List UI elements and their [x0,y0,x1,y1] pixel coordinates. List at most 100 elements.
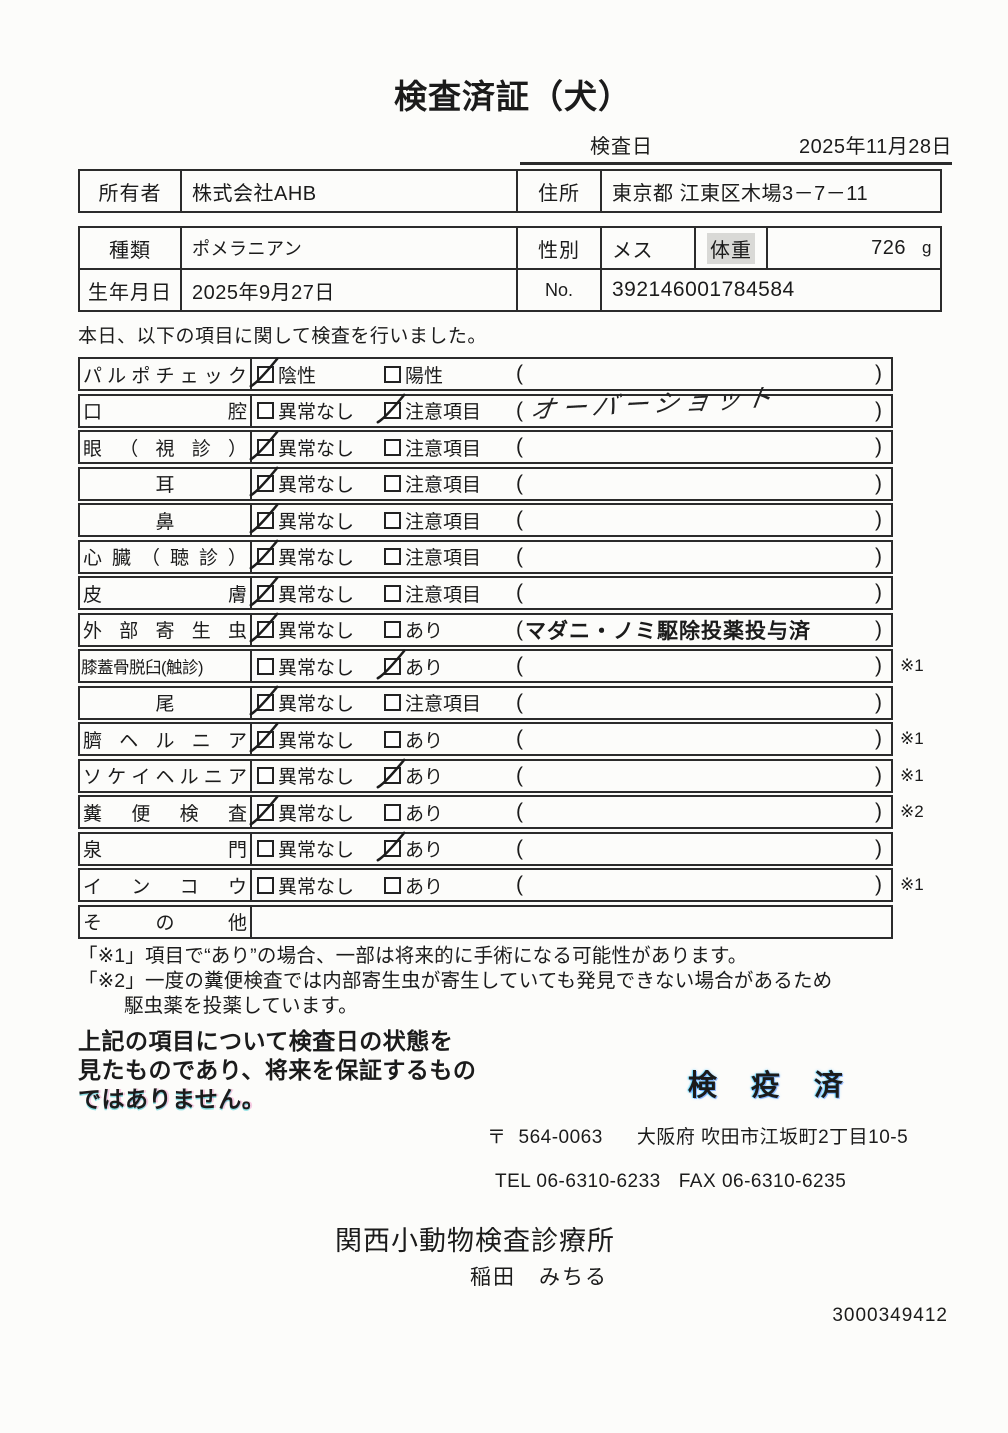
option-2: あり [376,649,516,680]
checklist-row-box: 口腔 異常なし 注意項目 ( オーバーショット ) [78,384,893,428]
close-paren: ) [875,544,882,568]
checklist-row-content: 異常なし 注意項目 ( ) [249,539,891,572]
checkbox [249,503,279,533]
open-paren: ( [516,471,523,495]
remarks-field: ( ) [516,362,891,386]
checklist-row-content: 異常なし 注意項目 ( オーバーショット ) [252,384,891,426]
clinic-phone-line: TEL 06-6310-6233 FAX 06-6310-6235 [495,1171,948,1193]
remarks-field: ( ) [516,800,891,824]
checklist-row: 臍ヘルニア 異常なし あり ( ) [78,722,948,756]
close-paren: ) [875,398,882,422]
checklist-row: 外部寄生虫 異常なし あり ( マダニ・ノミ駆除投薬投与済 ) [78,612,948,647]
checklist-row: 耳 異常なし 注意項目 ( ) [78,466,948,501]
checklist-row: 眼（視診） 異常なし 注意項目 ( ) [78,430,948,464]
option-1: 異常なし [257,835,384,862]
number-value: 392146001784584 [612,278,795,301]
checklist-item-label: 耳 [80,468,252,499]
remarks-field: ( ) [516,727,891,751]
birth-label: 生年月日 [80,270,182,310]
option-1-label: 異常なし [278,584,355,606]
open-paren: ( [516,581,523,604]
option-1-label: 陰性 [278,365,317,387]
footnote-marker [893,467,948,501]
checklist-row: パルポチェック 陰性 陽性 ( ) [78,357,948,391]
checklist-row-content: 異常なし あり ( ) [252,831,891,864]
close-paren: ) [875,508,882,531]
number-label: No. [518,270,602,310]
checklist-item-label: 鼻 [80,505,252,535]
checkbox [384,730,401,748]
tel-label: TEL [495,1170,531,1192]
checklist-row-box: 耳 異常なし 注意項目 ( ) [78,466,893,501]
checklist-row-box: 眼（視診） 異常なし 注意項目 ( ) [78,430,893,464]
open-paren: ( [516,836,523,860]
handwritten-check-icon [249,685,279,716]
option-2-label: 陽性 [405,365,444,387]
open-paren: ( [516,800,523,823]
open-paren: ( [516,654,523,677]
checkbox [249,357,279,387]
checklist-row-box: パルポチェック 陰性 陽性 ( ) [78,357,893,391]
checklist-row-box: 心臓（聴診） 異常なし 注意項目 ( ) [78,539,893,574]
checkbox [384,511,401,529]
close-paren: ) [875,362,882,385]
checklist-row: 糞便検査 異常なし あり ( ) [78,795,948,829]
open-paren: ( [516,544,523,568]
open-paren: ( [516,362,523,385]
footnote-marker: ※1 [900,875,924,894]
checklist-item-label: 口腔 [80,395,252,426]
footnote-marker [893,686,948,720]
checkbox [376,649,406,679]
statement-line-3: ではありません。 [78,1085,266,1112]
inspection-date-label: 検査日 [590,136,653,158]
handwritten-check-icon [249,612,279,643]
option-2: あり [376,831,516,862]
inspection-date-value: 2025年11月28日 [799,136,952,158]
option-1: 異常なし [249,503,384,534]
open-paren: ( [516,508,523,531]
checkbox [249,685,279,716]
weight-label: 体重 [696,228,768,268]
open-paren: ( [516,873,523,896]
checklist-item-label: パルポチェック [80,359,252,389]
checklist-row: 尾 異常なし 注意項目 ( ) [78,685,948,720]
option-2-label: あり [405,767,444,788]
option-2: あり [384,726,516,753]
checkbox [376,393,406,424]
checkbox [257,657,274,675]
footnote-marker: ※2 [900,802,924,821]
footnote-marker [893,613,948,647]
checkbox [249,576,279,606]
checkbox [249,795,279,825]
fax-number: 06-6310-6235 [721,1170,847,1192]
checklist-row-content: 異常なし あり ( ) [252,649,891,681]
statement-line-1: 上記の項目について検査日の状態を [78,1027,454,1054]
checkbox [249,722,279,752]
footnote-marker [893,905,948,939]
handwritten-check-icon [249,466,279,497]
handwritten-check-icon [249,795,279,825]
handwritten-check-icon [249,722,279,752]
intro-text: 本日、以下の項目に関して検査を行いました。 [78,326,487,347]
option-1: 異常なし [249,722,384,753]
checklist-row: 鼻 異常なし 注意項目 ( ) [78,503,948,537]
checklist-row: 口腔 異常なし 注意項目 ( オーバーショット ) [78,384,948,428]
checklist-item-label: その他 [80,906,252,937]
weight-value: 726 g [768,228,940,268]
handwritten-check-icon [249,539,279,570]
clinic-address-line: 〒 564-0063 大阪府 吹田市江坂町2丁目10-5 [487,1122,948,1149]
checklist-item-label: インコウ [80,870,252,900]
owner-label: 所有者 [80,171,182,211]
option-1-label: 異常なし [278,803,355,825]
option-1-label: 異常なし [278,840,355,861]
option-1: 異常なし [249,685,384,716]
checkbox [249,539,279,570]
footnote-2: 「※2」一度の糞便検査では内部寄生虫が寄生していても発見できない場合があるため [78,969,833,992]
option-1-label: 異常なし [278,511,355,533]
pet-info-box: 種類 ポメラニアン 性別 メス 体重 726 g 生年月日 2025年9月27日… [78,226,942,312]
option-1-label: 異常なし [278,767,355,788]
weight-number: 726 [871,236,907,259]
option-2: 注意項目 [384,543,516,570]
remarks-field: ( ) [516,691,891,715]
remarks-field: ( ) [516,654,891,678]
